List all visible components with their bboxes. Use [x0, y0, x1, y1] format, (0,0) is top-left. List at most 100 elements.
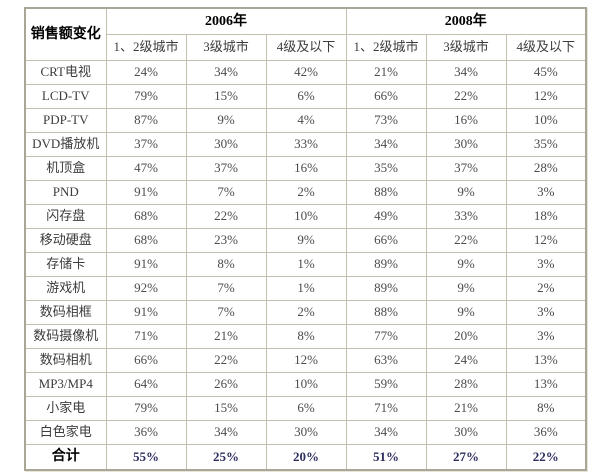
- table-row: 小家电 79% 15% 6% 71% 21% 8%: [24, 395, 587, 421]
- value-cell: 34%: [425, 59, 507, 85]
- total-row: 合计 55% 25% 20% 51% 27% 22%: [24, 443, 587, 471]
- row-label: 小家电: [24, 395, 107, 421]
- value-cell: 49%: [345, 203, 427, 229]
- value-cell: 35%: [345, 155, 427, 181]
- city-tier-header-2006-tier3: 3级城市: [185, 33, 267, 61]
- value-cell: 20%: [265, 443, 347, 471]
- city-tier-header-2008-tier4: 4级及以下: [505, 33, 587, 61]
- value-cell: 87%: [105, 107, 187, 133]
- value-cell: 30%: [265, 419, 347, 445]
- row-label: PDP-TV: [24, 107, 107, 133]
- city-tier-header-2008-tier12: 1、2级城市: [345, 33, 427, 61]
- value-cell: 77%: [345, 323, 427, 349]
- value-cell: 13%: [505, 347, 587, 373]
- value-cell: 33%: [425, 203, 507, 229]
- value-cell: 88%: [345, 299, 427, 325]
- row-label: CRT电视: [24, 59, 107, 85]
- value-cell: 42%: [265, 59, 347, 85]
- value-cell: 16%: [425, 107, 507, 133]
- value-cell: 2%: [265, 299, 347, 325]
- value-cell: 26%: [185, 371, 267, 397]
- value-cell: 66%: [345, 83, 427, 109]
- value-cell: 91%: [105, 251, 187, 277]
- value-cell: 21%: [185, 323, 267, 349]
- value-cell: 45%: [505, 59, 587, 85]
- value-cell: 63%: [345, 347, 427, 373]
- value-cell: 2%: [505, 275, 587, 301]
- value-cell: 10%: [505, 107, 587, 133]
- value-cell: 25%: [185, 443, 267, 471]
- value-cell: 55%: [105, 443, 187, 471]
- value-cell: 9%: [425, 251, 507, 277]
- value-cell: 22%: [425, 83, 507, 109]
- value-cell: 7%: [185, 275, 267, 301]
- city-tier-header-2006-tier4: 4级及以下: [265, 33, 347, 61]
- value-cell: 9%: [425, 179, 507, 205]
- row-label: 数码相机: [24, 347, 107, 373]
- value-cell: 13%: [505, 371, 587, 397]
- value-cell: 12%: [505, 227, 587, 253]
- value-cell: 1%: [265, 275, 347, 301]
- row-label: 机顶盒: [24, 155, 107, 181]
- row-label: PND: [24, 179, 107, 205]
- value-cell: 22%: [425, 227, 507, 253]
- value-cell: 36%: [105, 419, 187, 445]
- value-cell: 28%: [425, 371, 507, 397]
- table-row: 白色家电 36% 34% 30% 34% 30% 36%: [24, 419, 587, 445]
- row-label: DVD播放机: [24, 131, 107, 157]
- value-cell: 30%: [425, 131, 507, 157]
- row-label: MP3/MP4: [24, 371, 107, 397]
- row-label: 移动硬盘: [24, 227, 107, 253]
- value-cell: 33%: [265, 131, 347, 157]
- value-cell: 21%: [345, 59, 427, 85]
- city-tier-header-2006-tier12: 1、2级城市: [105, 33, 187, 61]
- value-cell: 8%: [505, 395, 587, 421]
- value-cell: 35%: [505, 131, 587, 157]
- value-cell: 3%: [505, 323, 587, 349]
- value-cell: 73%: [345, 107, 427, 133]
- value-cell: 92%: [105, 275, 187, 301]
- table-row: 移动硬盘 68% 23% 9% 66% 22% 12%: [24, 227, 587, 253]
- value-cell: 20%: [425, 323, 507, 349]
- value-cell: 1%: [265, 251, 347, 277]
- total-row-label: 合计: [24, 443, 107, 471]
- value-cell: 30%: [185, 131, 267, 157]
- value-cell: 10%: [265, 203, 347, 229]
- row-label: 白色家电: [24, 419, 107, 445]
- value-cell: 79%: [105, 395, 187, 421]
- value-cell: 34%: [185, 419, 267, 445]
- value-cell: 91%: [105, 299, 187, 325]
- value-cell: 9%: [265, 227, 347, 253]
- row-label: 数码摄像机: [24, 323, 107, 349]
- table-header: 销售额变化 2006年 2008年 1、2级城市 3级城市 4级及以下 1、2级…: [24, 7, 587, 61]
- value-cell: 64%: [105, 371, 187, 397]
- value-cell: 9%: [425, 275, 507, 301]
- value-cell: 3%: [505, 251, 587, 277]
- value-cell: 9%: [185, 107, 267, 133]
- table-row: 游戏机 92% 7% 1% 89% 9% 2%: [24, 275, 587, 301]
- value-cell: 79%: [105, 83, 187, 109]
- value-cell: 68%: [105, 203, 187, 229]
- year-header-2006: 2006年: [105, 7, 347, 35]
- year-header-2008: 2008年: [345, 7, 587, 35]
- value-cell: 12%: [505, 83, 587, 109]
- value-cell: 59%: [345, 371, 427, 397]
- value-cell: 8%: [185, 251, 267, 277]
- row-label: 闪存盘: [24, 203, 107, 229]
- value-cell: 6%: [265, 83, 347, 109]
- value-cell: 24%: [425, 347, 507, 373]
- value-cell: 3%: [505, 179, 587, 205]
- value-cell: 36%: [505, 419, 587, 445]
- value-cell: 21%: [425, 395, 507, 421]
- row-label: 数码相框: [24, 299, 107, 325]
- table-corner-label: 销售额变化: [24, 7, 107, 61]
- table-row: 数码摄像机 71% 21% 8% 77% 20% 3%: [24, 323, 587, 349]
- city-tier-header-2008-tier3: 3级城市: [425, 33, 507, 61]
- table-row: 数码相机 66% 22% 12% 63% 24% 13%: [24, 347, 587, 373]
- value-cell: 34%: [185, 59, 267, 85]
- value-cell: 15%: [185, 395, 267, 421]
- value-cell: 30%: [425, 419, 507, 445]
- value-cell: 89%: [345, 251, 427, 277]
- value-cell: 28%: [505, 155, 587, 181]
- value-cell: 34%: [345, 419, 427, 445]
